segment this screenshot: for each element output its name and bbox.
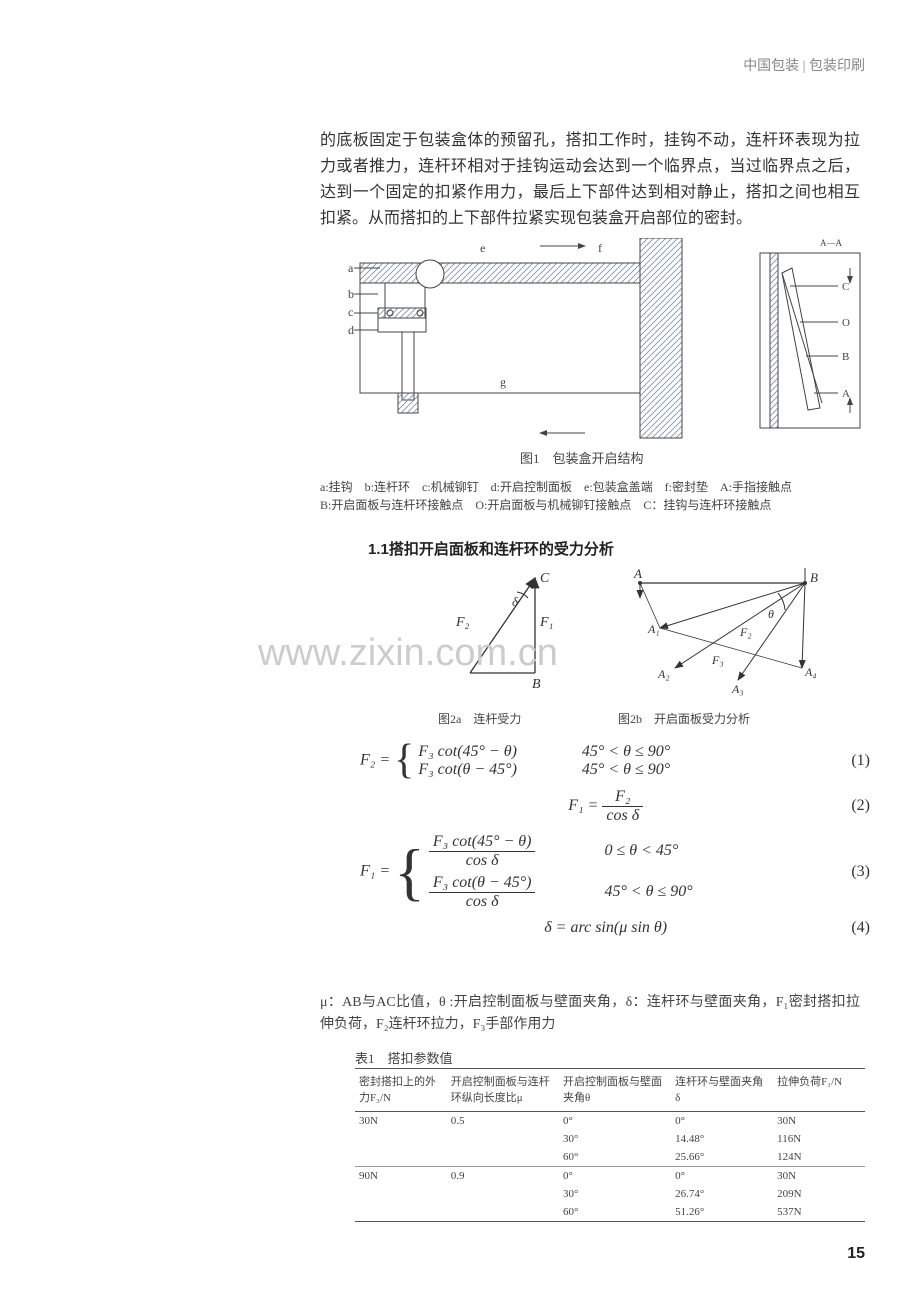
equation-4: δ = arc sin(μ sin θ) (4) xyxy=(360,919,870,937)
svg-text:C: C xyxy=(842,281,849,293)
svg-text:F₂: F₂ xyxy=(455,615,470,630)
figure-1: A—A a b c d e f g C O B A xyxy=(330,238,875,453)
svg-text:e: e xyxy=(480,241,485,255)
svg-text:A₂: A₂ xyxy=(657,667,670,681)
svg-text:f: f xyxy=(598,241,602,255)
table-row: 60°25.66°124N xyxy=(355,1148,865,1167)
table-caption: 表1 搭扣参数值 xyxy=(355,1048,453,1067)
table-row: 60°51.26°537N xyxy=(355,1203,865,1222)
svg-text:b: b xyxy=(348,287,354,301)
svg-text:F₃: F₃ xyxy=(711,653,724,667)
svg-text:c: c xyxy=(348,305,353,319)
svg-text:F₁: F₁ xyxy=(539,615,553,630)
figure-1-caption: 图1 包装盒开启结构 xyxy=(520,448,644,467)
equation-2: F₁ = F₂ cos δ (2) xyxy=(360,788,870,825)
table-header-row: 密封搭扣上的外力F₃/N 开启控制面板与连杆环纵向长度比μ 开启控制面板与壁面夹… xyxy=(355,1069,865,1112)
svg-text:A—A: A—A xyxy=(820,238,842,248)
legend-line-2: B:开启面板与连杆环接触点 O:开启面板与机械铆钉接触点 C：挂钩与连杆环接触点 xyxy=(320,496,870,514)
svg-text:a: a xyxy=(348,261,354,275)
parameter-text: μ：AB与AC比值，θ :开启控制面板与壁面夹角，δ：连杆环与壁面夹角，F₁密封… xyxy=(320,992,860,1036)
table-row: 90N0.90°0°30N xyxy=(355,1167,865,1186)
svg-text:A: A xyxy=(842,388,850,400)
svg-text:B: B xyxy=(810,570,818,585)
svg-text:B: B xyxy=(842,351,849,363)
svg-text:C: C xyxy=(540,571,550,586)
figure-1-legend: a:挂钩 b:连杆环 c:机械铆钉 d:开启控制面板 e:包装盒盖端 f:密封垫… xyxy=(320,478,870,514)
svg-text:g: g xyxy=(500,375,506,389)
table-col-3: 连杆环与壁面夹角 δ xyxy=(671,1069,773,1112)
body-paragraph: 的底板固定于包装盒体的预留孔，搭扣工作时，挂钩不动，连杆环表现为拉力或者推力，连… xyxy=(320,128,860,232)
table-col-1: 开启控制面板与连杆环纵向长度比μ xyxy=(447,1069,559,1112)
figure-2b-caption: 图2b 开启面板受力分析 xyxy=(618,710,750,727)
watermark: www.zixin.com.cn xyxy=(258,632,558,675)
table-row: 30°26.74°209N xyxy=(355,1185,865,1203)
svg-text:θ: θ xyxy=(768,607,774,621)
table-col-0: 密封搭扣上的外力F₃/N xyxy=(355,1069,447,1112)
svg-text:B: B xyxy=(532,677,541,692)
table-row: 30N0.50°0°30N xyxy=(355,1112,865,1131)
parameter-table: 密封搭扣上的外力F₃/N 开启控制面板与连杆环纵向长度比μ 开启控制面板与壁面夹… xyxy=(355,1068,865,1222)
table-col-2: 开启控制面板与壁面夹角θ xyxy=(559,1069,671,1112)
svg-text:A₁: A₁ xyxy=(647,622,660,636)
legend-line-1: a:挂钩 b:连杆环 c:机械铆钉 d:开启控制面板 e:包装盒盖端 f:密封垫… xyxy=(320,478,870,496)
equation-3: F₁ = { F₃ cot(45° − θ) cos δ 0 ≤ θ < 45°… xyxy=(360,833,870,911)
equation-1: F₂ = { F₃ cot(45° − θ)45° < θ ≤ 90° F₃ c… xyxy=(360,742,870,780)
svg-text:A₄: A₄ xyxy=(804,665,817,679)
table-body: 30N0.50°0°30N 30°14.48°116N 60°25.66°124… xyxy=(355,1112,865,1222)
equations-block: F₂ = { F₃ cot(45° − θ)45° < θ ≤ 90° F₃ c… xyxy=(360,742,870,945)
page-number: 15 xyxy=(847,1245,865,1263)
section-title: 1.1搭扣开启面板和连杆环的受力分析 xyxy=(368,538,614,559)
svg-text:O: O xyxy=(842,317,850,329)
svg-text:A: A xyxy=(633,568,642,581)
figure-2a-caption: 图2a 连杆受力 xyxy=(438,710,521,727)
svg-text:d: d xyxy=(348,323,354,337)
svg-text:F₂: F₂ xyxy=(739,625,752,639)
table-col-4: 拉伸负荷F₁/N xyxy=(773,1069,865,1112)
header-right: 中国包装 | 包装印刷 xyxy=(743,55,865,75)
svg-text:A₃: A₃ xyxy=(731,682,744,696)
svg-text:δ: δ xyxy=(512,594,519,609)
table-row: 30°14.48°116N xyxy=(355,1130,865,1148)
